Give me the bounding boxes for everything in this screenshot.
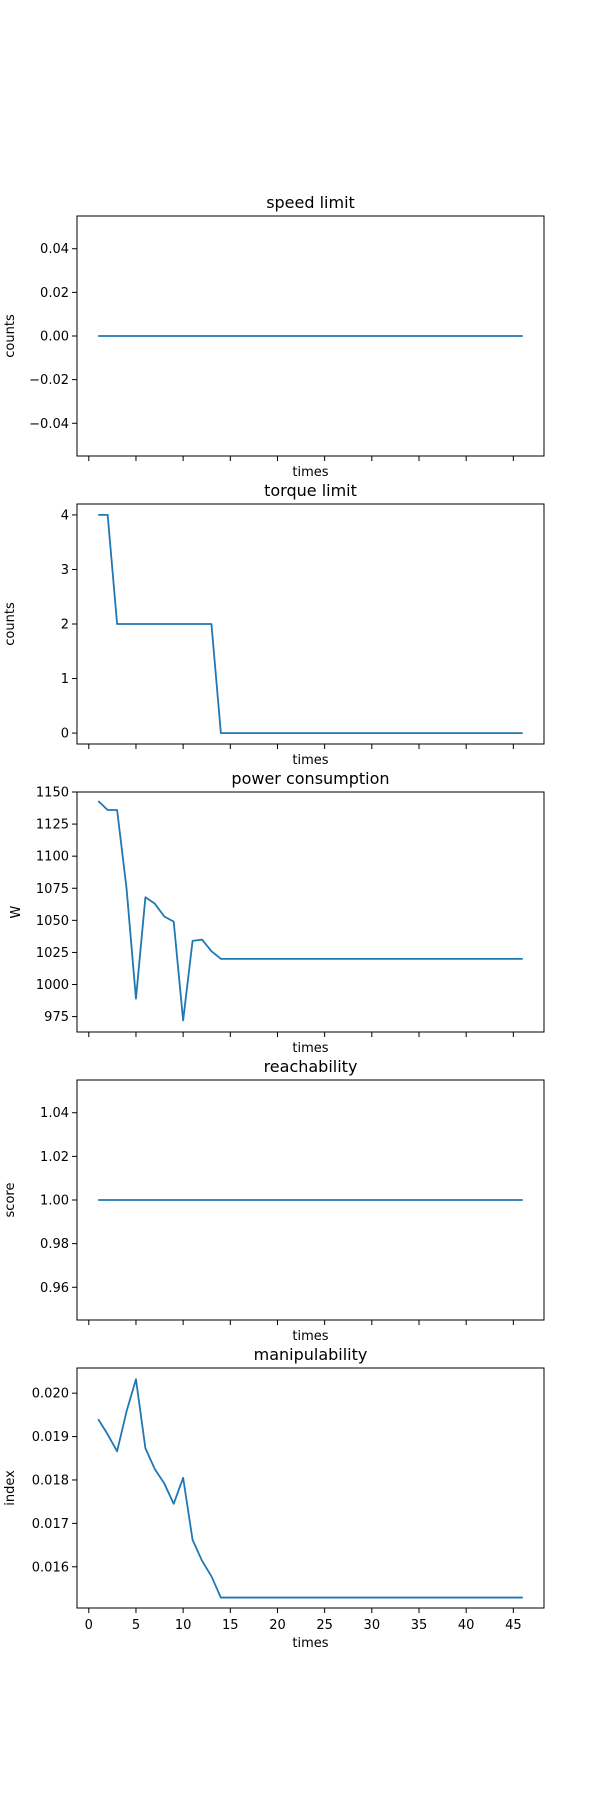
manipulability-xtick-label: 10 xyxy=(175,1618,192,1633)
reachability-ytick-label: 1.02 xyxy=(40,1150,69,1165)
reachability-title: reachability xyxy=(264,1057,358,1076)
reachability-ylabel: score xyxy=(3,1183,18,1218)
manipulability-ytick-label: 0.016 xyxy=(32,1560,69,1575)
torque-limit-ytick-label: 0 xyxy=(61,727,69,742)
speed-limit-ytick-label: 0.00 xyxy=(40,330,69,345)
speed-limit-axes-frame xyxy=(76,215,545,457)
power-consumption-ytick-label: 1100 xyxy=(36,850,69,865)
speed-limit-ytick-label: −0.04 xyxy=(29,417,69,432)
reachability-axes-frame xyxy=(76,1079,545,1321)
speed-limit-ytick-label: −0.02 xyxy=(29,373,69,388)
torque-limit-title: torque limit xyxy=(264,481,357,500)
reachability-ytick-label: 1.00 xyxy=(40,1194,69,1209)
power-consumption-axes-frame xyxy=(76,791,545,1033)
power-consumption-ylabel: W xyxy=(9,905,24,918)
manipulability-xtick-label: 5 xyxy=(132,1618,140,1633)
manipulability-xtick-label: 30 xyxy=(364,1618,381,1633)
speed-limit-ytick-label: 0.02 xyxy=(40,286,69,301)
manipulability-xtick-label: 25 xyxy=(316,1618,333,1633)
power-consumption-title: power consumption xyxy=(231,769,389,788)
power-consumption-ytick-label: 975 xyxy=(44,1010,69,1025)
power-consumption-series-line xyxy=(97,800,523,1022)
manipulability-xtick-label: 40 xyxy=(458,1618,475,1633)
speed-limit-ytick-label: 0.04 xyxy=(40,242,69,257)
manipulability-ytick-label: 0.019 xyxy=(32,1430,69,1445)
speed-limit-xlabel: times xyxy=(292,465,328,480)
manipulability-ytick-label: 0.018 xyxy=(32,1473,69,1488)
power-consumption-ytick-label: 1075 xyxy=(36,882,69,897)
manipulability-xtick-label: 0 xyxy=(85,1618,93,1633)
torque-limit-ytick-label: 3 xyxy=(61,563,69,578)
power-consumption-ytick-label: 1025 xyxy=(36,946,69,961)
manipulability-xtick-label: 15 xyxy=(222,1618,239,1633)
manipulability-xtick-label: 45 xyxy=(505,1618,522,1633)
power-consumption-ytick-label: 1050 xyxy=(36,914,69,929)
speed-limit-ylabel: counts xyxy=(3,314,18,358)
manipulability-ytick-label: 0.017 xyxy=(32,1517,69,1532)
torque-limit-ytick-label: 4 xyxy=(61,508,69,523)
torque-limit-axes-frame xyxy=(76,503,545,745)
speed-limit-title: speed limit xyxy=(266,193,355,212)
torque-limit-ytick-label: 2 xyxy=(61,618,69,633)
torque-limit-ytick-label: 1 xyxy=(61,672,69,687)
reachability-ytick-label: 0.98 xyxy=(40,1237,69,1252)
power-consumption-ytick-label: 1125 xyxy=(36,818,69,833)
torque-limit-ylabel: counts xyxy=(3,602,18,646)
manipulability-xlabel: times xyxy=(292,1636,328,1651)
manipulability-title: manipulability xyxy=(254,1345,368,1364)
manipulability-series-line xyxy=(97,1378,523,1599)
manipulability-ytick-label: 0.020 xyxy=(32,1387,69,1402)
reachability-ytick-label: 0.96 xyxy=(40,1281,69,1296)
manipulability-axes-frame xyxy=(76,1367,545,1609)
manipulability-ylabel: index xyxy=(3,1470,18,1506)
reachability-ytick-label: 1.04 xyxy=(40,1106,69,1121)
reachability-xlabel: times xyxy=(292,1329,328,1344)
power-consumption-xlabel: times xyxy=(292,1041,328,1056)
power-consumption-ytick-label: 1150 xyxy=(36,786,69,801)
torque-limit-series-line xyxy=(98,514,523,734)
manipulability-xtick-label: 35 xyxy=(411,1618,428,1633)
manipulability-xtick-label: 20 xyxy=(269,1618,286,1633)
power-consumption-ytick-label: 1000 xyxy=(36,978,69,993)
torque-limit-xlabel: times xyxy=(292,753,328,768)
